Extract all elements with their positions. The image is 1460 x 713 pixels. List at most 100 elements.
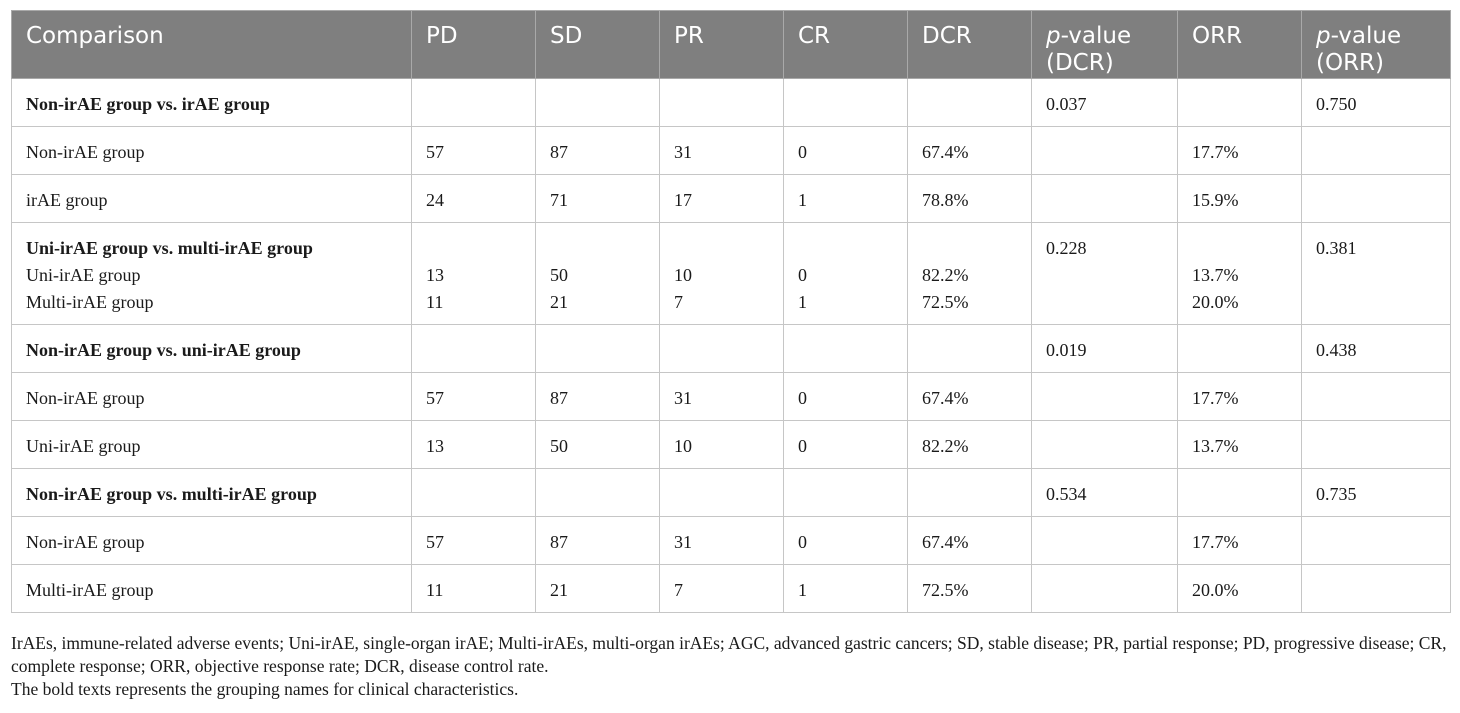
value: 50 [550, 265, 568, 285]
cell-orr [1177, 78, 1302, 127]
header-p-value-orr: p-value (ORR) [1301, 10, 1451, 79]
cell-p-value-orr [1301, 516, 1451, 565]
cell-sd: 71 [535, 174, 660, 223]
abbreviations-footnote: IrAEs, immune-related adverse events; Un… [11, 633, 1447, 676]
value: 21 [550, 292, 568, 312]
cell-pr: 10 7 [659, 222, 784, 325]
value: 1 [798, 292, 807, 312]
cell-p-value-orr [1301, 420, 1451, 469]
cell-p-value-orr [1301, 372, 1451, 421]
value: 72.5% [922, 292, 969, 312]
header-p-dcr-rest: -value (DCR) [1046, 23, 1132, 76]
cell-comparison: Non-irAE group vs. uni-irAE group [11, 324, 412, 373]
cell-p-value-orr [1301, 174, 1451, 223]
cell-comparison: Non-irAE group [11, 126, 412, 175]
value: 13.7% [1192, 265, 1239, 285]
cell-pr [659, 78, 784, 127]
cell-cr [783, 468, 908, 517]
cell-dcr: 72.5% [907, 564, 1032, 613]
table-row-group-combined: Uni-irAE group vs. multi-irAE group Uni-… [11, 222, 1451, 325]
table-row-group-heading: Non-irAE group vs. uni-irAE group 0.019 … [11, 324, 1451, 373]
cell-p-value-orr: 0.750 [1301, 78, 1451, 127]
cell-comparison: Multi-irAE group [11, 564, 412, 613]
cell-pd: 13 [411, 420, 536, 469]
cell-p-value-dcr [1031, 126, 1178, 175]
cell-sd: 21 [535, 564, 660, 613]
cell-pd: 57 [411, 126, 536, 175]
header-p-orr-rest: -value (ORR) [1316, 23, 1402, 76]
cell-pd [411, 324, 536, 373]
cell-cr [783, 78, 908, 127]
value: 20.0% [1192, 292, 1239, 312]
cell-pd: 57 [411, 372, 536, 421]
cell-sd: 87 [535, 126, 660, 175]
cell-dcr [907, 324, 1032, 373]
value: 82.2% [922, 265, 969, 285]
cell-cr: 0 1 [783, 222, 908, 325]
cell-cr: 0 [783, 372, 908, 421]
cell-orr: 17.7% [1177, 516, 1302, 565]
table-row: Non-irAE group 57 87 31 0 67.4% 17.7% [11, 516, 1451, 565]
cell-dcr: 67.4% [907, 516, 1032, 565]
cell-sd: 87 [535, 372, 660, 421]
cell-comparison: Non-irAE group vs. irAE group [11, 78, 412, 127]
cell-orr: 15.9% [1177, 174, 1302, 223]
cell-comparison: Uni-irAE group vs. multi-irAE group Uni-… [11, 222, 412, 325]
cell-p-value-dcr [1031, 420, 1178, 469]
header-cr: CR [783, 10, 908, 79]
table-row: Non-irAE group 57 87 31 0 67.4% 17.7% [11, 126, 1451, 175]
cell-dcr: 67.4% [907, 126, 1032, 175]
cell-pr [659, 468, 784, 517]
cell-cr: 1 [783, 564, 908, 613]
cell-sd: 87 [535, 516, 660, 565]
cell-p-value-orr: 0.438 [1301, 324, 1451, 373]
cell-p-value-dcr [1031, 564, 1178, 613]
table-row: Uni-irAE group 13 50 10 0 82.2% 13.7% [11, 420, 1451, 469]
table-row: Non-irAE group 57 87 31 0 67.4% 17.7% [11, 372, 1451, 421]
cell-cr: 0 [783, 420, 908, 469]
group-heading-label: Uni-irAE group vs. multi-irAE group [26, 238, 313, 258]
value: 0 [798, 265, 807, 285]
header-pr: PR [659, 10, 784, 79]
cell-cr: 1 [783, 174, 908, 223]
header-p-orr-italic: p [1316, 23, 1331, 49]
cell-p-value-orr: 0.735 [1301, 468, 1451, 517]
table-row: irAE group 24 71 17 1 78.8% 15.9% [11, 174, 1451, 223]
cell-p-value-orr: 0.381 [1301, 222, 1451, 325]
table-row: Multi-irAE group 11 21 7 1 72.5% 20.0% [11, 564, 1451, 613]
cell-dcr [907, 468, 1032, 517]
cell-p-value-dcr: 0.019 [1031, 324, 1178, 373]
table-row-group-heading: Non-irAE group vs. irAE group 0.037 0.75… [11, 78, 1451, 127]
cell-pd [411, 78, 536, 127]
cell-orr: 20.0% [1177, 564, 1302, 613]
cell-sd: 50 [535, 420, 660, 469]
bold-text-footnote: The bold texts represents the grouping n… [11, 679, 519, 699]
cell-comparison: Non-irAE group vs. multi-irAE group [11, 468, 412, 517]
cell-cr: 0 [783, 126, 908, 175]
header-row: Comparison PD SD PR CR DCR p-value (DCR)… [11, 10, 1451, 79]
cell-dcr: 82.2% 72.5% [907, 222, 1032, 325]
cell-pd: 13 11 [411, 222, 536, 325]
cell-sd: 50 21 [535, 222, 660, 325]
cell-dcr: 82.2% [907, 420, 1032, 469]
header-dcr: DCR [907, 10, 1032, 79]
cell-pr: 31 [659, 516, 784, 565]
cell-pd: 11 [411, 564, 536, 613]
response-comparison-table: Comparison PD SD PR CR DCR p-value (DCR)… [11, 10, 1451, 613]
cell-pr: 31 [659, 372, 784, 421]
header-orr: ORR [1177, 10, 1302, 79]
cell-p-value-dcr [1031, 516, 1178, 565]
cell-pd [411, 468, 536, 517]
cell-sd [535, 78, 660, 127]
cell-sd [535, 324, 660, 373]
value: 11 [426, 292, 444, 312]
cell-pd: 57 [411, 516, 536, 565]
cell-comparison: Non-irAE group [11, 516, 412, 565]
cell-p-value-dcr [1031, 174, 1178, 223]
subgroup-label: Multi-irAE group [26, 292, 154, 312]
cell-pr: 7 [659, 564, 784, 613]
cell-comparison: Uni-irAE group [11, 420, 412, 469]
header-comparison: Comparison [11, 10, 412, 79]
value: 13 [426, 265, 444, 285]
cell-dcr: 78.8% [907, 174, 1032, 223]
